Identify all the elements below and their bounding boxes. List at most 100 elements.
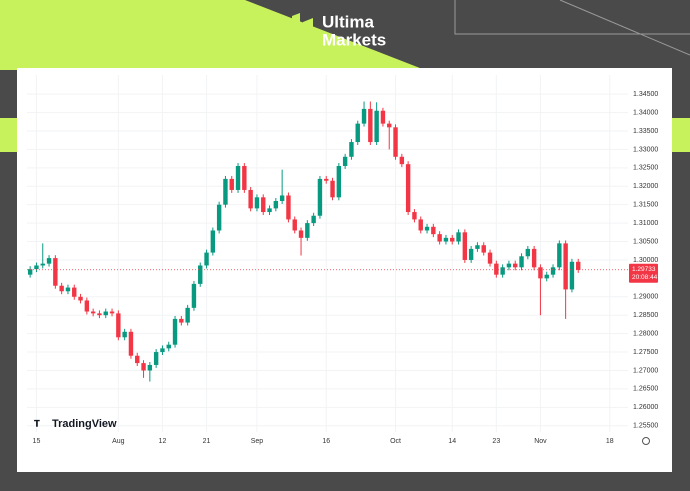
brand-line2: Markets xyxy=(322,30,386,49)
candle-body xyxy=(223,178,228,205)
y-tick-label: 1.30000 xyxy=(633,257,658,264)
candle-body xyxy=(487,252,493,264)
candle-body xyxy=(374,110,379,143)
candle-body xyxy=(53,258,58,286)
candle-body xyxy=(481,245,486,253)
candle-body xyxy=(412,212,417,220)
candle-body xyxy=(72,287,77,297)
candle-body xyxy=(349,142,354,157)
y-tick-label: 1.30500 xyxy=(633,238,658,245)
candle-body xyxy=(198,265,203,284)
candle-body xyxy=(563,243,568,290)
y-tick-label: 1.31500 xyxy=(633,202,658,209)
candle-body xyxy=(160,348,165,353)
countdown-label: 20:08:44 xyxy=(632,274,658,281)
candle-body xyxy=(254,197,260,209)
y-tick-label: 1.28000 xyxy=(633,330,658,337)
candle-body xyxy=(342,156,348,166)
candle-body xyxy=(34,265,39,270)
candle-body xyxy=(191,283,197,308)
deco-line xyxy=(454,0,690,35)
candle-body xyxy=(506,263,512,268)
candle-body xyxy=(500,267,505,275)
y-tick-label: 1.29000 xyxy=(633,294,658,301)
last-price-box xyxy=(629,263,658,283)
candle-body xyxy=(185,307,190,323)
candle-body xyxy=(179,318,184,323)
candle-body xyxy=(330,180,335,198)
candle-body xyxy=(311,215,316,224)
x-tick-label: 16 xyxy=(322,438,330,445)
candle-body xyxy=(569,261,575,290)
x-tick-label: 23 xyxy=(492,438,500,445)
candle-body xyxy=(103,311,108,316)
candle-body xyxy=(242,166,247,190)
candle-body xyxy=(519,256,524,268)
y-tick-label: 1.34500 xyxy=(633,91,658,98)
x-tick-label: Aug xyxy=(112,438,125,445)
candle-body xyxy=(286,195,291,220)
last-price-label: 1.29733 xyxy=(632,266,656,273)
candle-body xyxy=(336,166,342,198)
candle-body xyxy=(450,237,455,242)
candle-body xyxy=(550,267,556,275)
watermark: 𝐓 TradingView xyxy=(34,418,117,430)
candle-body xyxy=(78,296,83,301)
candle-body xyxy=(418,219,423,231)
candle-body xyxy=(531,248,537,268)
candle-body xyxy=(494,263,499,275)
y-tick-label: 1.27000 xyxy=(633,367,658,374)
brand: Ultima Markets xyxy=(292,12,386,49)
candle-body xyxy=(387,123,392,128)
plot: 15 Aug 12 21 Sep 16 Oct 14 23 Nov 18 1.34500 1.34000… xyxy=(27,75,658,445)
candle-body xyxy=(324,178,329,181)
candle-body xyxy=(292,219,297,231)
candle-body xyxy=(273,201,279,209)
candle-body xyxy=(128,331,134,356)
candle-body xyxy=(443,237,449,242)
candle-body xyxy=(317,178,323,216)
candle-body xyxy=(97,313,102,316)
x-tick-label: 12 xyxy=(159,438,167,445)
brand-line1: Ultima xyxy=(322,12,375,31)
candle-body xyxy=(90,311,96,314)
x-tick-label: 21 xyxy=(203,438,211,445)
candle-body xyxy=(368,108,373,143)
candle-body xyxy=(210,230,216,253)
tv-watermark: TradingView xyxy=(52,418,117,430)
candle-body xyxy=(27,269,33,275)
y-tick-label: 1.28500 xyxy=(633,312,658,319)
x-tick-label: 15 xyxy=(33,438,41,445)
candle-body xyxy=(538,267,543,279)
candle-body xyxy=(235,166,241,190)
candle-body xyxy=(437,234,442,242)
candle-body xyxy=(153,352,159,365)
candle-body xyxy=(298,230,304,238)
candle-body xyxy=(405,164,411,213)
candle-body xyxy=(216,204,222,231)
candle-body xyxy=(229,178,234,190)
candle-body xyxy=(261,197,266,213)
candle-body xyxy=(59,285,64,292)
candle-body xyxy=(147,364,153,371)
candle-body xyxy=(557,243,562,268)
candle-body xyxy=(380,110,386,124)
candle-body xyxy=(65,287,71,292)
candle-body xyxy=(116,313,121,338)
candle-body xyxy=(135,355,140,364)
candle-body xyxy=(393,127,398,157)
candle-body xyxy=(122,331,127,338)
x-tick-label: Oct xyxy=(390,438,401,445)
candle-body xyxy=(267,208,272,213)
candle-body xyxy=(424,226,430,231)
candle-body xyxy=(355,123,360,143)
x-tick-label: Sep xyxy=(251,438,264,445)
candle-body xyxy=(544,274,549,279)
candle-body xyxy=(475,245,480,249)
clock-icon[interactable] xyxy=(642,437,650,445)
y-tick-label: 1.26000 xyxy=(633,404,658,411)
candle-body xyxy=(279,195,285,201)
candle-body xyxy=(248,189,253,209)
